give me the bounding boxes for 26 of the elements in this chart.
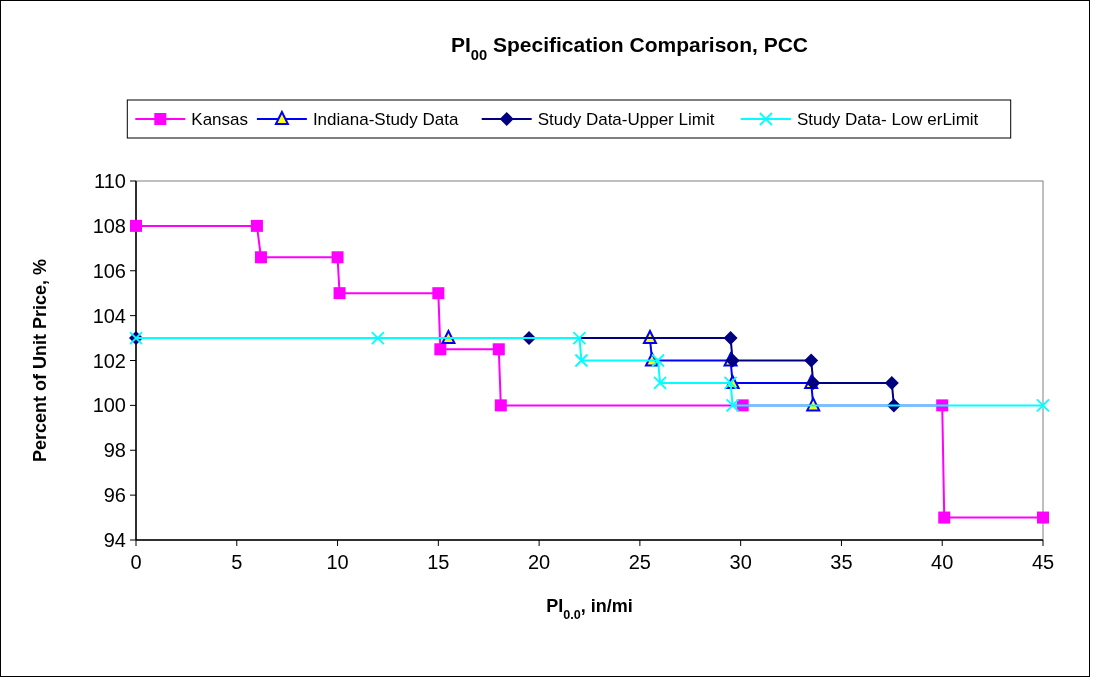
x-tick-label: 0 [130,551,142,573]
y-tick-label: 110 [94,170,126,192]
x-tick-label: 15 [427,551,450,573]
legend-label: Study Data- Low erLimit [796,110,979,129]
x-axis-title: PI$_{0.0}$, in/mi [546,596,633,622]
y-tick-label: 108 [92,214,126,237]
chart-title: PI$_{00}$ Specification Comparison, PCC [450,33,809,63]
x-tick-label: 30 [729,551,752,573]
x-tick-label: 40 [931,551,954,573]
x-tick-label: 5 [231,551,243,573]
y-axis-title: Percent of Unit Price, % [30,258,50,463]
y-tick-label: 104 [92,304,126,327]
x-tick-label: 20 [527,551,551,573]
x-tick-label: 35 [830,551,853,573]
y-tick-label: 94 [103,529,126,551]
x-tick-label: 25 [628,551,652,573]
x-tick-label: 45 [1031,551,1055,573]
legend-label: Study Data-Upper Limit [537,110,715,129]
y-tick-label: 98 [103,439,126,462]
legend-label: Kansas [191,110,248,129]
x-tick-label: 10 [326,551,349,573]
y-tick-label: 102 [92,349,126,372]
y-tick-label: 96 [103,484,126,507]
y-tick-label: 106 [92,259,126,282]
y-tick-label: 100 [92,394,126,417]
legend-label: Indiana-Study Data [312,110,459,129]
